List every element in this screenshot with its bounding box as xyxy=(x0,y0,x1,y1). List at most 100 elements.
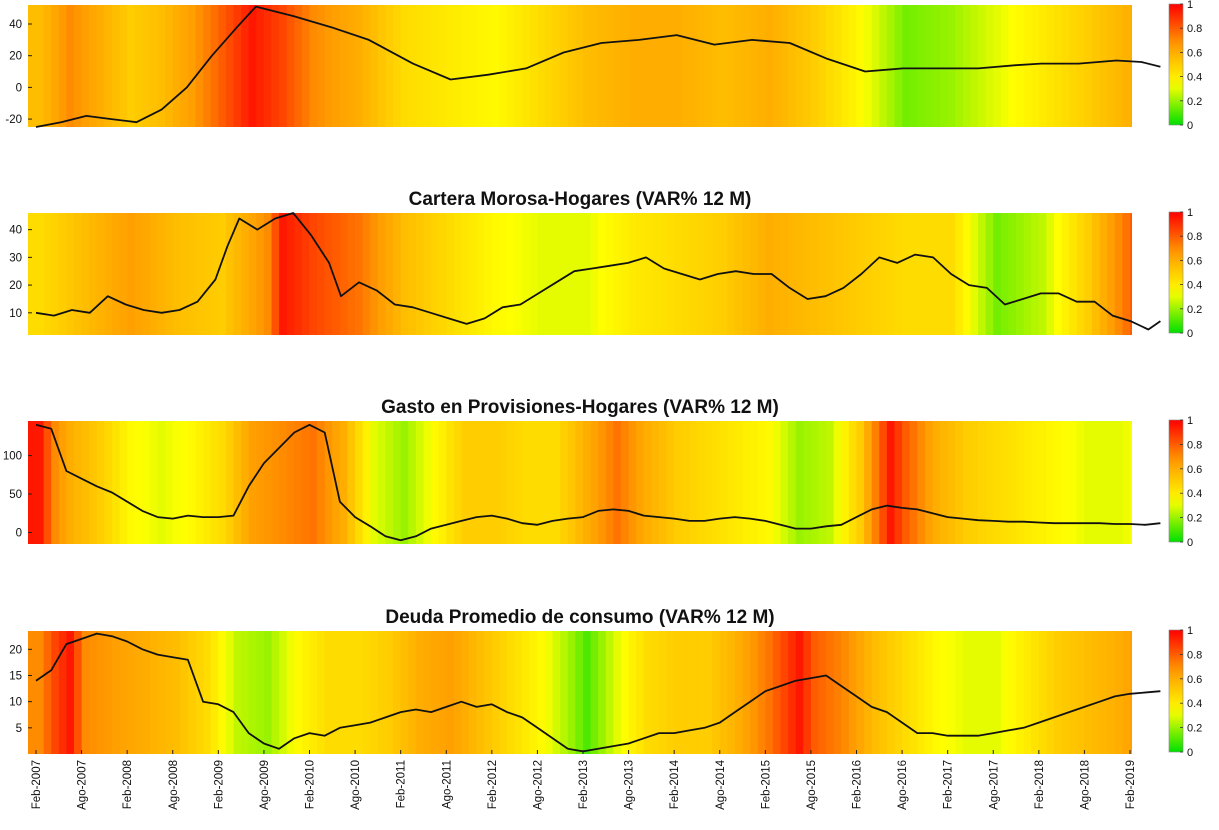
heat-strip xyxy=(203,213,212,335)
heat-strip xyxy=(81,5,90,127)
colorbar-tick-label: 0 xyxy=(1187,328,1193,340)
heat-strip xyxy=(560,5,569,127)
heat-strip xyxy=(453,421,463,544)
heat-strip xyxy=(1016,213,1025,335)
heat-strip xyxy=(567,5,577,127)
heat-strip xyxy=(993,421,1002,544)
heat-strip xyxy=(696,5,706,127)
heat-strip xyxy=(620,421,630,544)
heat-strip xyxy=(978,213,987,335)
heat-strip xyxy=(529,421,539,544)
heat-strip xyxy=(301,421,311,544)
heat-strip xyxy=(696,213,706,335)
heat-strip xyxy=(704,421,713,544)
heat-strip xyxy=(1107,213,1116,335)
heat-strip xyxy=(96,5,105,127)
colorbar-tick-label: 1 xyxy=(1187,625,1193,637)
x-tick-label: Ago-2017 xyxy=(988,760,1000,810)
heat-strip xyxy=(142,421,151,544)
heat-strip xyxy=(104,421,113,544)
heat-strip xyxy=(985,5,994,127)
x-tick-label: Feb-2016 xyxy=(852,760,864,809)
heat-strip xyxy=(514,631,523,754)
heat-strip xyxy=(104,631,113,754)
series-line xyxy=(35,212,1161,331)
heat-strip xyxy=(681,5,690,127)
heat-strip xyxy=(552,213,561,335)
heat-strip xyxy=(628,631,637,754)
heat-strip xyxy=(469,421,478,544)
heat-strip xyxy=(522,213,531,335)
y-tick-label: 20 xyxy=(9,51,22,63)
heat-strip xyxy=(127,421,136,544)
heat-strip xyxy=(248,213,257,335)
heat-strip xyxy=(286,421,295,544)
heat-strip xyxy=(932,631,941,754)
heat-strip xyxy=(955,213,964,335)
heat-strip xyxy=(89,421,98,544)
heat-strip xyxy=(666,421,675,544)
heat-strip xyxy=(58,421,67,544)
heat-strip xyxy=(871,5,880,127)
heat-strip xyxy=(248,5,257,127)
heat-strip xyxy=(491,213,501,335)
heat-strip xyxy=(81,213,90,335)
heat-strip xyxy=(248,631,257,754)
heat-strip xyxy=(970,631,979,754)
heat-strip xyxy=(491,421,501,544)
heat-strip xyxy=(696,421,706,544)
heat-strip xyxy=(400,5,409,127)
colorbar xyxy=(1168,211,1184,334)
heat-strip xyxy=(674,5,683,127)
heat-strip xyxy=(955,5,964,127)
heat-strip xyxy=(347,5,356,127)
heat-strip xyxy=(81,631,90,754)
heat-strip xyxy=(879,421,888,544)
heat-strip xyxy=(347,213,356,335)
heat-strip xyxy=(780,421,789,544)
heat-strip xyxy=(393,5,402,127)
y-tick-label: 0 xyxy=(16,82,22,94)
heat-strip xyxy=(560,631,569,754)
colorbar-tick-label: 0.4 xyxy=(1187,698,1202,710)
y-tick-label: 30 xyxy=(9,252,22,264)
heat-strip xyxy=(894,421,903,544)
heat-strip xyxy=(727,631,736,754)
heat-strip xyxy=(947,631,956,754)
heat-strip xyxy=(241,631,250,754)
heat-strip xyxy=(415,421,425,544)
heat-strip xyxy=(317,5,326,127)
heat-strip xyxy=(43,213,52,335)
colorbar-tick-label: 0.6 xyxy=(1187,674,1202,686)
heat-strip xyxy=(917,421,926,544)
heat-strip xyxy=(985,421,994,544)
heat-strip xyxy=(742,631,751,754)
heat-strip xyxy=(484,5,493,127)
heat-strip xyxy=(772,421,782,544)
heat-strip xyxy=(985,631,994,754)
panel-title: Deuda Promedio de consumo (VAR% 12 M) xyxy=(385,607,774,628)
heat-strip xyxy=(355,421,364,544)
heat-strip xyxy=(841,421,850,544)
heat-strip xyxy=(955,631,964,754)
heat-strip xyxy=(111,421,121,544)
heat-strip xyxy=(719,5,728,127)
colorbar-tick-label: 0.6 xyxy=(1187,464,1202,476)
heat-strip xyxy=(332,5,341,127)
heat-strip xyxy=(765,421,774,544)
x-tick-label: Ago-2013 xyxy=(624,760,636,810)
heat-strip xyxy=(1016,5,1025,127)
heat-strip xyxy=(248,421,257,544)
heat-strip xyxy=(104,213,113,335)
heat-strip xyxy=(932,421,941,544)
heat-strip xyxy=(529,631,539,754)
heat-strip xyxy=(438,421,447,544)
heat-strip xyxy=(1016,631,1025,754)
heat-strip xyxy=(1092,213,1101,335)
heat-strip xyxy=(658,5,668,127)
y-tick-label: 40 xyxy=(9,19,22,31)
heat-strip xyxy=(962,5,972,127)
heat-strip xyxy=(765,631,774,754)
heat-strip xyxy=(886,5,896,127)
